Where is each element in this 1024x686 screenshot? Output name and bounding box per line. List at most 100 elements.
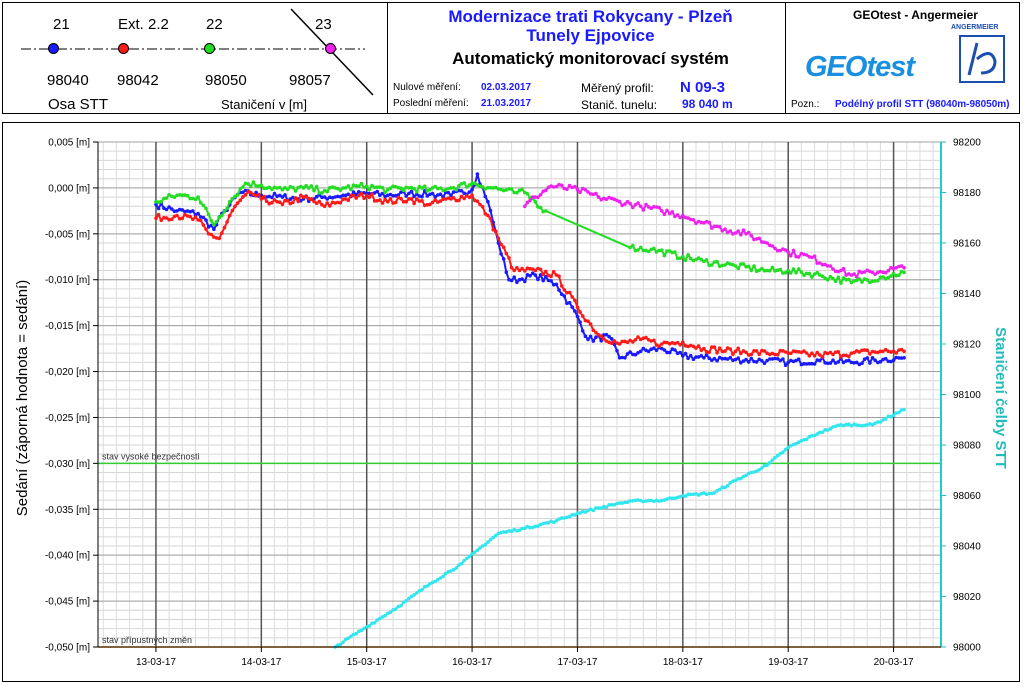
series-point [317, 199, 322, 204]
series-point [175, 213, 179, 218]
series-point [852, 350, 856, 355]
series-point [580, 186, 585, 191]
series-point [609, 337, 614, 341]
series-point [825, 264, 830, 268]
series-point [164, 196, 169, 200]
series-point [717, 225, 722, 229]
series-point [715, 358, 719, 363]
series-point [760, 266, 764, 271]
series-point [894, 411, 898, 415]
series-point [765, 241, 769, 245]
series-point [765, 358, 769, 363]
series-point [644, 248, 648, 253]
series-point [620, 203, 624, 208]
series-point [272, 191, 277, 196]
series-point [475, 199, 480, 203]
series-point [870, 279, 875, 284]
series-point [299, 184, 303, 189]
series-point [536, 524, 540, 528]
series-point [551, 520, 556, 525]
series-point [883, 347, 888, 352]
series-point [852, 272, 856, 276]
series-point [449, 186, 453, 190]
series-point [180, 216, 185, 221]
series-point [773, 455, 777, 460]
series-point [586, 190, 590, 194]
series-point [878, 420, 883, 424]
series-point [488, 208, 493, 213]
series-point [525, 192, 530, 196]
series-point [507, 187, 511, 191]
series-point [612, 503, 617, 507]
series-point [578, 320, 582, 325]
series-point [652, 205, 656, 209]
series-point [749, 268, 754, 273]
series-point [575, 314, 580, 319]
series-point [206, 212, 211, 217]
series-point [270, 195, 274, 200]
series-point [725, 230, 730, 235]
series-point [486, 213, 490, 218]
angermeier-logo [959, 35, 1005, 83]
series-point [725, 261, 730, 265]
series-point [602, 337, 606, 341]
series-point [836, 350, 841, 354]
series-point [170, 207, 174, 211]
series-point [833, 279, 838, 284]
series-point [420, 186, 424, 190]
series-point [736, 346, 740, 351]
series-point [220, 231, 224, 235]
series-point [457, 184, 461, 188]
series-point [902, 407, 906, 412]
series-point [283, 185, 287, 190]
series-point [349, 634, 353, 639]
series-point [699, 354, 704, 358]
series-point [781, 349, 785, 353]
series-point [667, 350, 672, 355]
series-point [230, 208, 235, 213]
series-point [683, 494, 688, 499]
series-point [691, 218, 696, 222]
series-point [789, 351, 793, 356]
series-point [283, 198, 287, 203]
series-point [628, 338, 632, 343]
series-point [633, 498, 638, 503]
series-point [752, 264, 756, 268]
series-point [617, 356, 622, 360]
series-point [278, 193, 282, 198]
series-point [667, 249, 672, 253]
series-point [812, 254, 817, 258]
series-point [562, 288, 567, 292]
series-point [328, 204, 332, 208]
series-point [868, 352, 872, 356]
series-point [876, 278, 880, 283]
series-point [760, 240, 764, 244]
y-tick-label: -0,050 [m] [45, 643, 90, 654]
series-point [720, 349, 725, 354]
series-point [415, 192, 419, 197]
series-point [198, 201, 203, 205]
series-point [828, 427, 833, 431]
series-point [412, 201, 416, 206]
series-point [267, 201, 272, 206]
y-axis-label: Sedání (záporná hodnota = sedání) [14, 280, 31, 516]
series-point [225, 220, 229, 224]
series-point [631, 205, 635, 210]
series-point [710, 263, 714, 267]
series-point [528, 274, 532, 278]
series-point [586, 337, 590, 342]
series-point [272, 198, 277, 202]
series-point [375, 185, 380, 189]
series-point [183, 193, 187, 197]
series-point [831, 358, 835, 363]
series-point [320, 202, 324, 207]
series-point [533, 524, 538, 529]
series-point [172, 195, 177, 199]
legend-marker-21 [48, 43, 59, 54]
series-point [765, 463, 769, 468]
series-point [404, 199, 409, 204]
series-point [649, 498, 653, 503]
series-point [636, 248, 640, 252]
series-point [796, 267, 801, 271]
series-point [696, 493, 701, 497]
